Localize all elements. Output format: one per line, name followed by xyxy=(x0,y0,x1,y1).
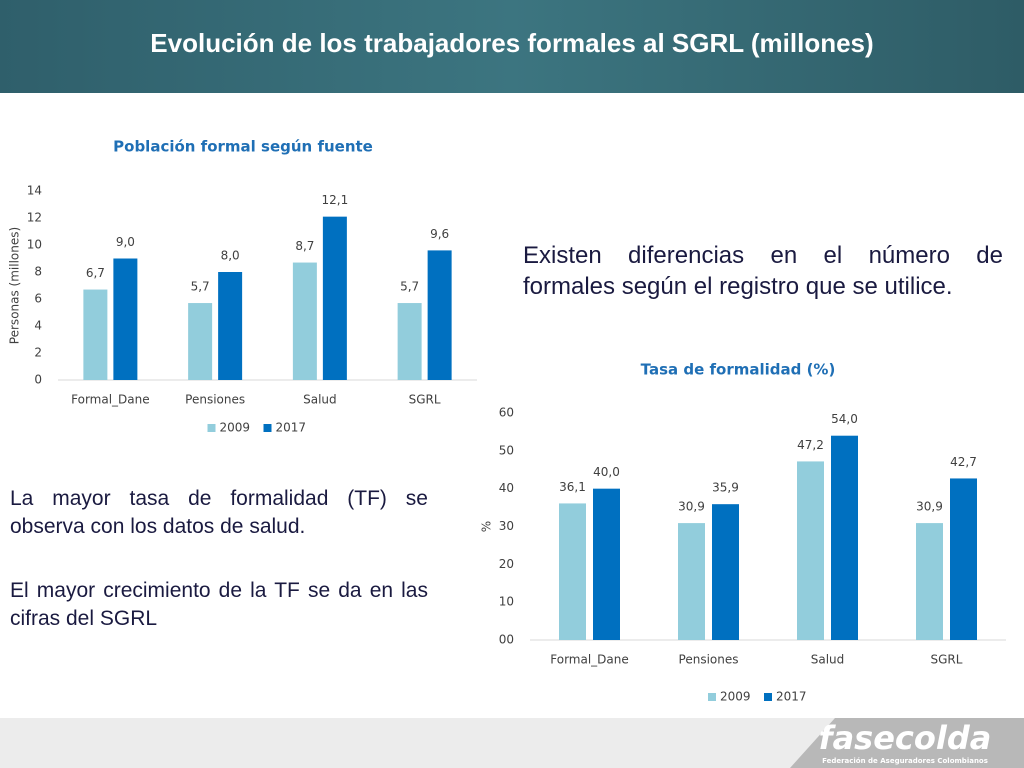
legend-swatch xyxy=(764,693,772,701)
y-tick-label: 10 xyxy=(499,595,514,609)
data-label: 40,0 xyxy=(593,465,620,479)
legend-label: 2017 xyxy=(776,690,807,704)
bar xyxy=(427,250,452,380)
chart-title: Tasa de formalidad (%) xyxy=(641,361,836,379)
data-label: 35,9 xyxy=(712,481,739,495)
data-label: 54,0 xyxy=(831,412,858,426)
bar xyxy=(712,504,739,640)
y-tick-label: 10 xyxy=(27,238,42,252)
legend-label: 2009 xyxy=(720,690,751,704)
data-label: 12,1 xyxy=(322,193,349,207)
right-text: Existen diferencias en el número de form… xyxy=(523,242,1003,300)
y-tick-label: 20 xyxy=(499,557,514,571)
bar xyxy=(188,303,213,380)
y-axis-label: % xyxy=(480,521,494,532)
bar xyxy=(322,216,347,380)
y-tick-label: 0 xyxy=(34,373,42,387)
x-tick-label: Pensiones xyxy=(185,393,245,407)
data-label: 36,1 xyxy=(559,480,586,494)
logo-subtitle: Federación de Aseguradores Colombianos xyxy=(822,757,988,765)
y-tick-label: 8 xyxy=(34,265,42,279)
left-text: El mayor crecimiento de la TF se da en l… xyxy=(10,579,428,630)
x-tick-label: Pensiones xyxy=(679,653,739,667)
logo-shape xyxy=(790,718,1024,768)
y-tick-label: 12 xyxy=(27,211,42,225)
x-tick-label: SGRL xyxy=(931,653,963,667)
bar xyxy=(292,262,317,380)
bar xyxy=(950,478,977,640)
legend-swatch xyxy=(708,693,716,701)
left-text: La mayor tasa de formalidad (TF) se obse… xyxy=(10,487,428,538)
bar xyxy=(916,523,943,640)
data-label: 9,6 xyxy=(430,227,449,241)
legend-swatch xyxy=(263,424,272,432)
data-label: 8,7 xyxy=(295,239,314,253)
logo-name: fasecolda xyxy=(819,719,992,757)
y-tick-label: 40 xyxy=(499,481,514,495)
x-tick-label: Formal_Dane xyxy=(71,393,150,407)
bar xyxy=(593,488,620,640)
data-label: 6,7 xyxy=(86,266,105,280)
y-axis-label: Personas (millones) xyxy=(8,227,22,344)
data-label: 30,9 xyxy=(916,500,943,514)
x-tick-label: Salud xyxy=(303,393,337,407)
bar xyxy=(678,523,705,640)
chart-title: Población formal según fuente xyxy=(113,138,373,156)
bar xyxy=(397,303,422,380)
y-tick-label: 2 xyxy=(34,346,42,360)
x-tick-label: SGRL xyxy=(409,393,441,407)
data-label: 8,0 xyxy=(221,249,240,263)
data-label: 9,0 xyxy=(116,235,135,249)
legend-label: 2017 xyxy=(276,421,307,435)
y-tick-label: 60 xyxy=(499,406,514,420)
y-tick-label: 00 xyxy=(499,633,514,647)
bar xyxy=(113,258,138,380)
bar xyxy=(218,272,243,380)
y-tick-label: 4 xyxy=(34,319,42,333)
legend-label: 2009 xyxy=(220,421,251,435)
slide-title: Evolución de los trabajadores formales a… xyxy=(150,28,874,58)
bar xyxy=(797,461,824,640)
data-label: 42,7 xyxy=(950,455,977,469)
header: Evolución de los trabajadores formales a… xyxy=(0,0,1024,93)
data-label: 30,9 xyxy=(678,500,705,514)
bar xyxy=(831,435,858,640)
y-tick-label: 30 xyxy=(499,519,514,533)
y-tick-label: 50 xyxy=(499,443,514,457)
y-tick-label: 14 xyxy=(27,184,42,198)
bar xyxy=(83,289,108,380)
y-tick-label: 6 xyxy=(34,292,42,306)
x-tick-label: Salud xyxy=(811,653,845,667)
data-label: 47,2 xyxy=(797,438,824,452)
bar xyxy=(559,503,586,640)
data-label: 5,7 xyxy=(400,280,419,294)
x-tick-label: Formal_Dane xyxy=(550,653,629,667)
legend-swatch xyxy=(207,424,216,432)
data-label: 5,7 xyxy=(191,280,210,294)
